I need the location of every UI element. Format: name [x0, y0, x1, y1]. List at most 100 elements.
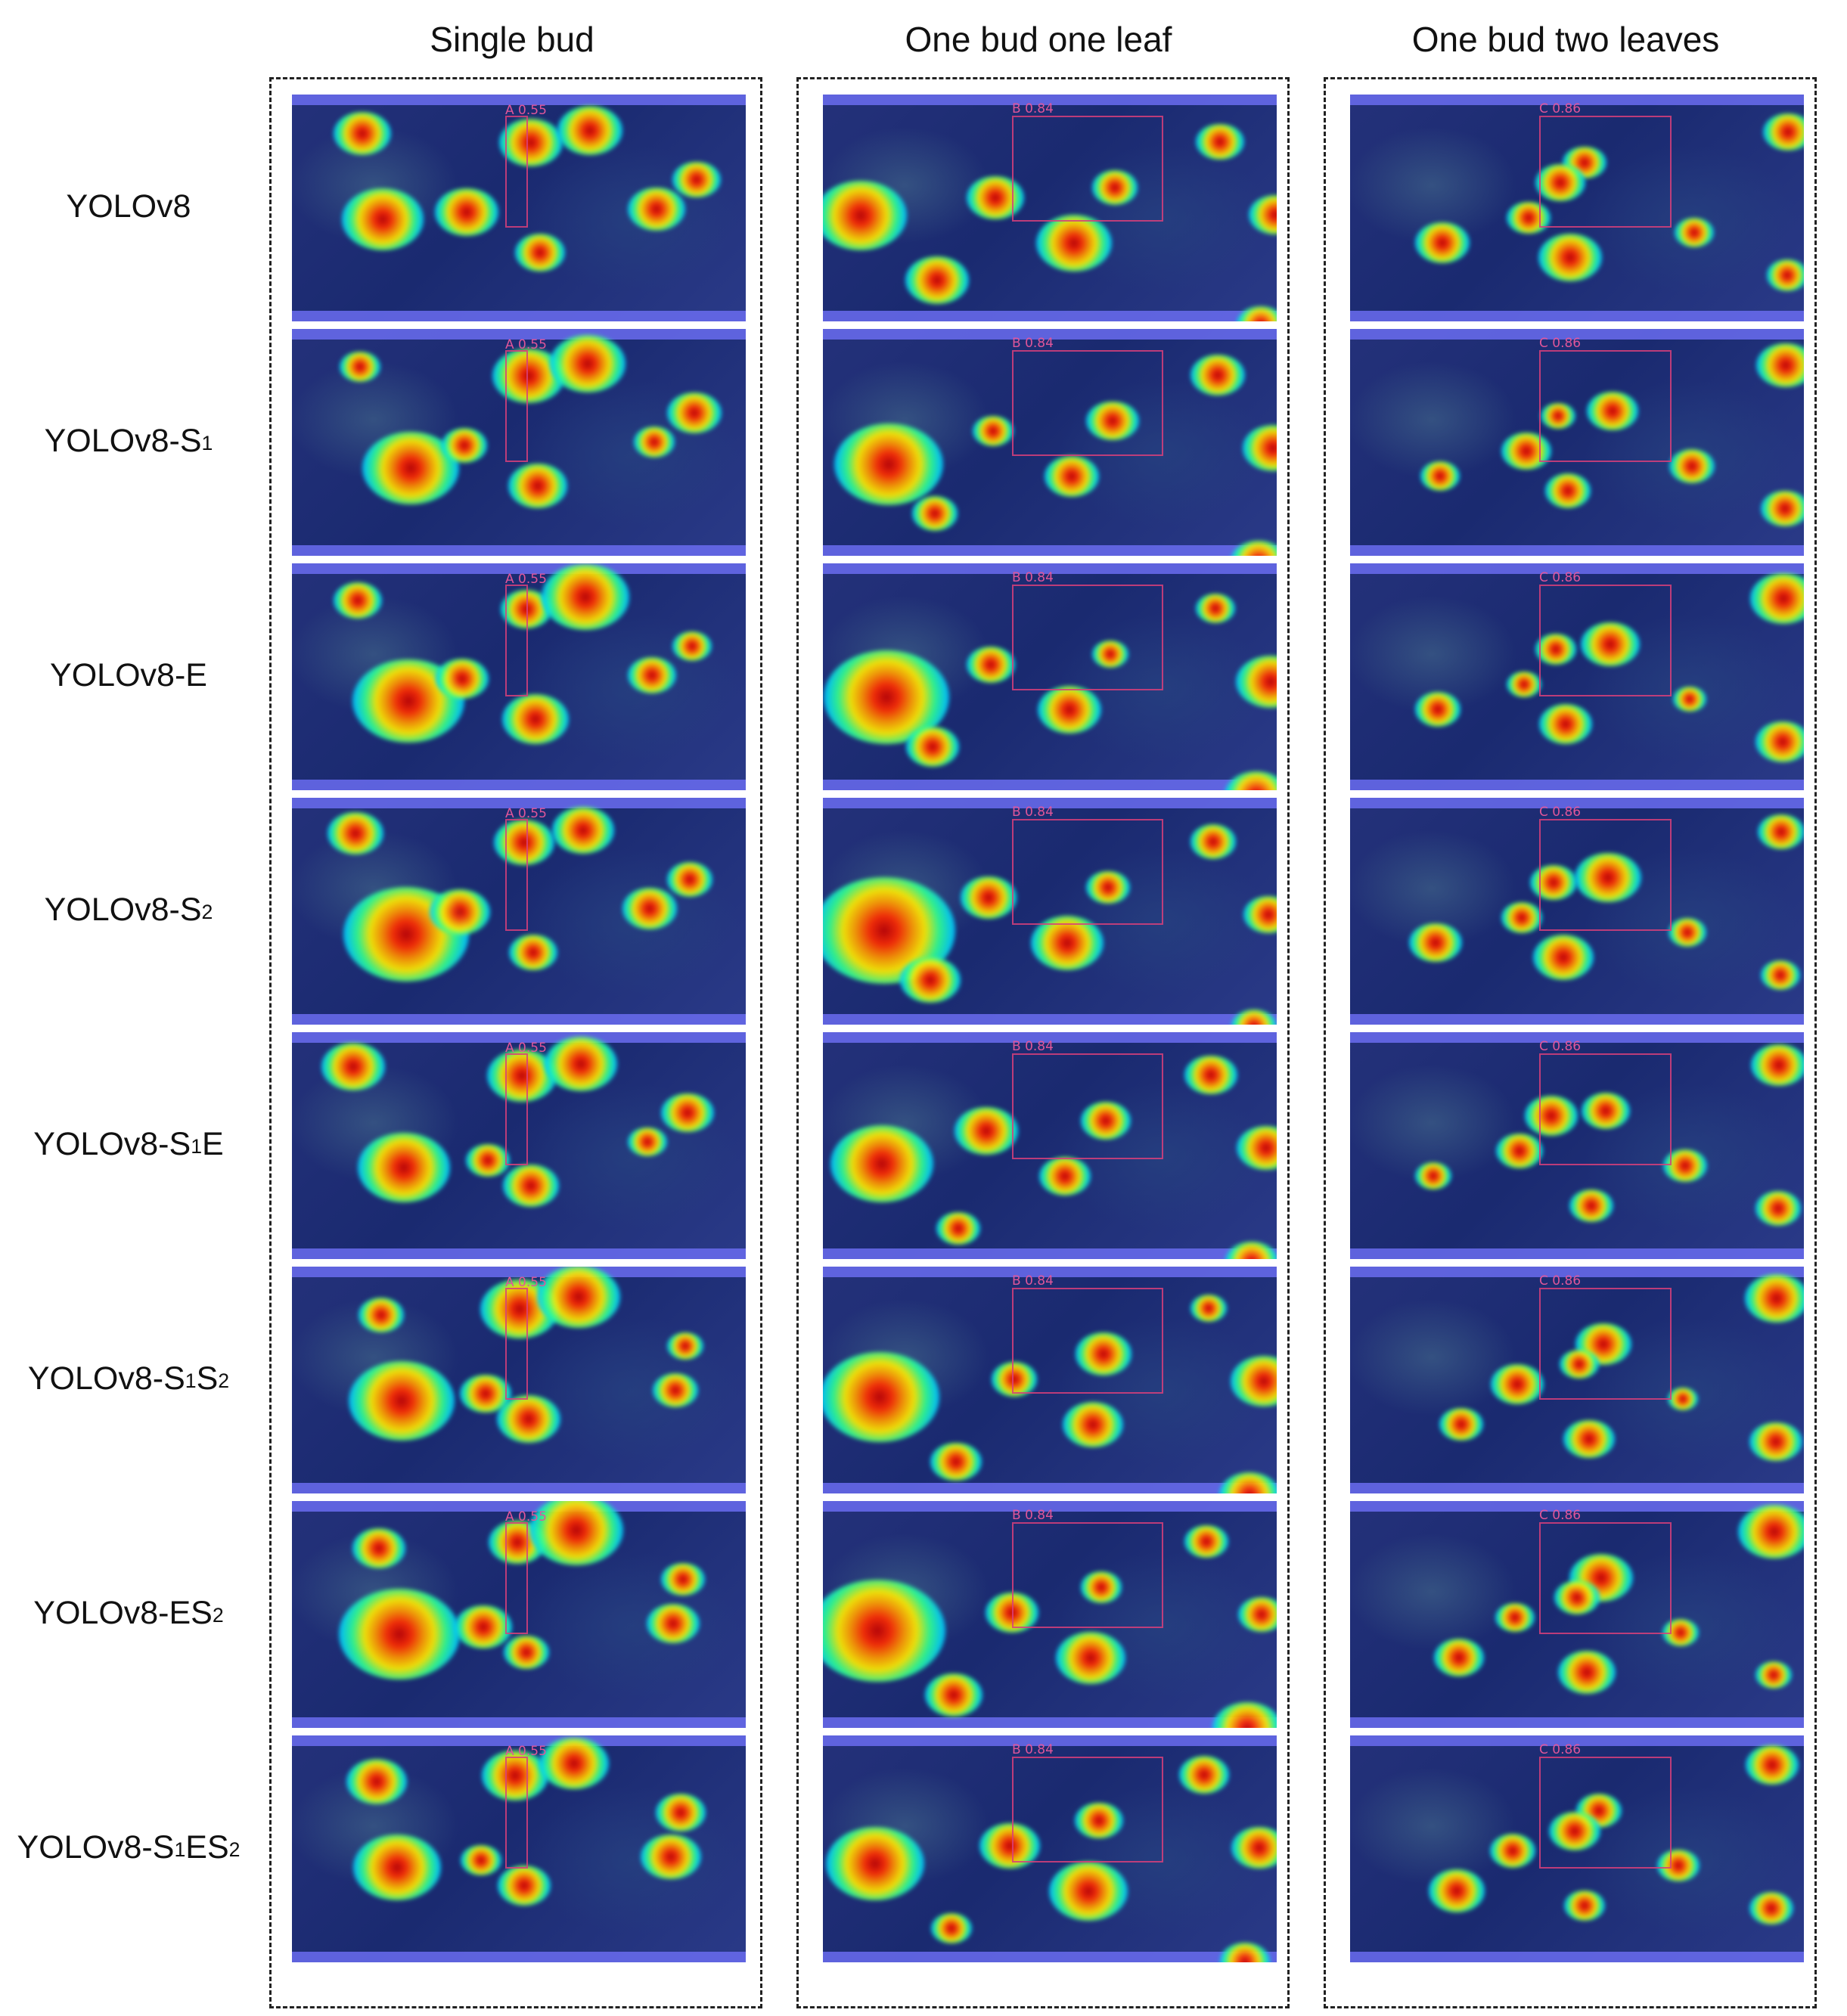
heatmap-edge-band: [1350, 1248, 1804, 1259]
heatmap-tile-c1-r7: A 0.55: [292, 1501, 746, 1728]
detection-label: B 0.84: [1012, 1273, 1054, 1289]
heatmap-edge-band: [823, 329, 1277, 340]
heatmap-tile-c2-r3: B 0.84: [823, 563, 1277, 790]
heat-spot: [622, 888, 678, 929]
heatmap-tile-c1-r4: A 0.55: [292, 798, 746, 1025]
detection-label: B 0.84: [1012, 1742, 1054, 1757]
heatmap-edge-band: [823, 1032, 1277, 1043]
heat-spot: [1231, 541, 1277, 556]
detection-box: [1012, 116, 1163, 222]
heat-spot: [1587, 392, 1638, 430]
heatmap-tile-c3-r2: C 0.86: [1350, 329, 1804, 556]
heat-spot: [358, 1133, 450, 1202]
heat-spot: [647, 1603, 700, 1644]
heat-spot: [1049, 1861, 1128, 1921]
heat-spot: [1086, 401, 1139, 441]
detection-label: A 0.55: [505, 1509, 547, 1524]
heat-spot: [503, 1165, 559, 1207]
heatmap-edge-band: [292, 563, 746, 574]
heat-spot: [545, 1036, 617, 1091]
heat-spot: [339, 1589, 460, 1679]
heat-spot: [967, 646, 1015, 683]
heat-spot: [900, 957, 961, 1003]
heat-spot: [930, 1912, 973, 1944]
heat-spot: [542, 564, 629, 630]
row-label-yolov8-s1s2: YOLOv8-S 1 S 2: [27, 1360, 230, 1397]
heat-spot: [1667, 1387, 1699, 1411]
heat-spot: [823, 181, 908, 250]
heat-spot: [1756, 343, 1804, 387]
heatmap-edge-band: [1350, 798, 1804, 808]
detection-label: A 0.55: [505, 806, 547, 821]
heat-spot: [1056, 1631, 1125, 1684]
heat-spot: [666, 1332, 704, 1360]
heat-spot: [1507, 201, 1551, 234]
heat-spot: [1662, 1618, 1699, 1646]
group-frame-one-bud-one-leaf: [796, 77, 1290, 2008]
heat-spot: [454, 1605, 513, 1649]
heatmap-edge-band: [1350, 1267, 1804, 1277]
heat-spot: [991, 1362, 1038, 1397]
detection-box: [505, 1757, 528, 1869]
photo-background: [1350, 1032, 1804, 1259]
detection-label: B 0.84: [1012, 1039, 1054, 1054]
heat-spot: [1751, 1044, 1804, 1087]
heat-spot: [1669, 448, 1715, 483]
detection-box: [1012, 585, 1163, 690]
heat-spot: [661, 1093, 714, 1133]
heatmap-edge-band: [292, 329, 746, 340]
detection-box: [1539, 1053, 1672, 1165]
heat-spot: [823, 1579, 945, 1682]
detection-label: C 0.86: [1539, 805, 1582, 820]
heat-spot: [1762, 113, 1804, 151]
heat-spot: [508, 464, 567, 508]
heat-spot: [341, 188, 424, 250]
heatmap-edge-band: [1350, 311, 1804, 321]
heat-spot: [1091, 170, 1138, 205]
heat-spot: [430, 889, 490, 935]
row-label-yolov8-e: YOLOv8-E: [50, 656, 207, 693]
heat-spot: [1538, 234, 1602, 281]
heat-spot: [1237, 1596, 1277, 1633]
detection-box: [1012, 350, 1163, 456]
heat-spot: [504, 1635, 549, 1670]
row-label-yolov8-s1: YOLOv8-S 1: [44, 422, 213, 459]
heat-spot: [1749, 1891, 1793, 1925]
heatmap-edge-band: [823, 1952, 1277, 1962]
heatmap-edge-band: [292, 1952, 746, 1962]
heat-spot: [1749, 1422, 1802, 1462]
heat-spot: [655, 1794, 706, 1831]
heat-spot: [353, 1835, 441, 1900]
detection-box: [1539, 350, 1672, 462]
heat-spot: [529, 1501, 624, 1566]
heat-spot: [924, 1673, 983, 1717]
heat-spot: [497, 1866, 551, 1906]
heat-spot: [1075, 1332, 1132, 1376]
heat-spot: [1761, 490, 1804, 527]
heat-spot: [1755, 721, 1804, 762]
detection-label: A 0.55: [505, 1041, 547, 1056]
group-frame-single-bud: [269, 77, 762, 2008]
column-header-one-bud-one-leaf: One bud one leaf: [905, 20, 1172, 59]
row-label-yolov8-es2: YOLOv8-ES 2: [33, 1594, 224, 1631]
heat-spot: [905, 256, 969, 304]
heat-spot: [1230, 1356, 1277, 1407]
heat-spot: [1184, 1524, 1228, 1559]
heat-spot: [667, 392, 722, 433]
heat-spot: [435, 188, 498, 236]
detection-label: A 0.55: [505, 1744, 547, 1759]
heat-spot: [1575, 852, 1641, 903]
heatmap-tile-c1-r2: A 0.55: [292, 329, 746, 556]
row-label-yolov8-s1es2: YOLOv8-S 1 ES 2: [17, 1828, 241, 1866]
heatmap-edge-band: [1350, 1501, 1804, 1512]
heat-spot: [905, 727, 960, 767]
detection-box: [1539, 1757, 1672, 1869]
heat-spot: [1184, 1055, 1237, 1095]
heatmap-tile-c1-r8: A 0.55: [292, 1735, 746, 1962]
heatmap-edge-band: [1350, 1483, 1804, 1493]
heat-spot: [1549, 1811, 1600, 1850]
heat-spot: [1490, 1834, 1535, 1868]
heatmap-tile-c2-r8: B 0.84: [823, 1735, 1277, 1962]
detection-box: [1012, 819, 1163, 925]
heat-spot: [1190, 1294, 1228, 1323]
